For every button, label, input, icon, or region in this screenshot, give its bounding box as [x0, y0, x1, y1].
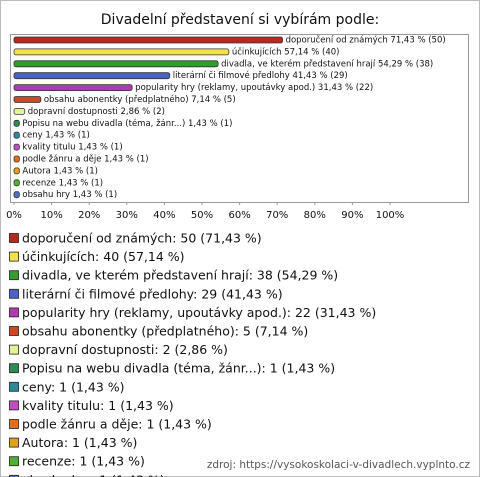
legend-swatch [9, 270, 19, 281]
legend-swatch [9, 326, 19, 336]
bar [13, 96, 42, 103]
legend-label: ceny: 1 (1,43 %) [22, 379, 125, 394]
bar [13, 143, 20, 151]
bar-label: recenze 1,43 % (1) [22, 178, 103, 188]
legend-label: účinkujících: 40 (57,14 %) [22, 249, 185, 264]
legend-label: doporučení od známých: 50 (71,43 %) [22, 231, 262, 246]
bar [13, 119, 20, 127]
bar-label: obsahu hry 1,43 % (1) [22, 190, 117, 200]
chart-title: Divadelní představení si vybírám podle: [101, 12, 379, 28]
x-tick-label: 30% [116, 210, 138, 221]
legend-swatch [9, 456, 19, 467]
x-tick-label: 40% [153, 210, 175, 221]
bar [13, 155, 20, 163]
legend-swatch [9, 344, 19, 355]
bar-label: kvality titulu 1,43 % (1) [22, 143, 122, 153]
bar [13, 48, 230, 56]
bar [13, 60, 219, 68]
legend-label: Popisu na webu divadla (téma, žánr...): … [22, 361, 335, 376]
bar-label: doporučení od známých 71,43 % (50) [286, 35, 446, 46]
legend-swatch [9, 363, 19, 374]
bar-label: obsahu abonentky (předplatného) 7,14 % (… [44, 94, 236, 105]
legend-label: dopravní dostupnosti: 2 (2,86 %) [22, 342, 228, 357]
bar-label: literární či filmové předlohy 41,43 % (2… [173, 70, 348, 81]
x-tick-label: 20% [78, 210, 100, 221]
legend-swatch [9, 400, 19, 411]
bar [13, 131, 20, 139]
x-tick-label: 50% [191, 210, 213, 221]
bar-label: podle žánru a děje 1,43 % (1) [22, 155, 148, 165]
legend-label: Autora: 1 (1,43 %) [22, 435, 137, 450]
bar [13, 36, 283, 44]
legend-label: divadla, ve kterém představení hrají: 38… [22, 268, 338, 283]
x-tick-label: 100% [376, 210, 405, 221]
legend-swatch [9, 288, 19, 299]
legend-label: podle žánru a děje: 1 (1,43 %) [22, 417, 212, 432]
bar [13, 179, 20, 187]
legend-label: obsahu abonentky (předplatného): 5 (7,14… [22, 324, 308, 339]
bar [13, 72, 171, 80]
legend-swatch [9, 437, 19, 448]
legend-swatch [9, 419, 19, 429]
legend-swatch [9, 474, 19, 477]
bar-label: účinkujících 57,14 % (40) [232, 46, 340, 57]
legend-label: kvality titulu: 1 (1,43 %) [22, 398, 174, 413]
bar-label: Autora 1,43 % (1) [22, 166, 98, 176]
bar [13, 84, 133, 91]
legend-swatch [9, 381, 19, 392]
legend-swatch [9, 233, 19, 243]
bar-label: popularity hry (reklamy, upoutávky apod.… [135, 83, 373, 93]
source: zdroj: https://vysokoskolaci-v-divadlech… [207, 459, 471, 471]
legend-label: recenze: 1 (1,43 %) [22, 454, 145, 469]
legend-label: obsahu hry: 1 (1,43 %) [22, 472, 165, 477]
x-tick-label: 10% [40, 210, 62, 221]
bar-label: dopravní dostupnosti 2,86 % (2) [28, 107, 165, 117]
x-tick-label: 90% [341, 210, 363, 221]
x-tick-label: 80% [304, 210, 326, 221]
x-tick-label: 60% [228, 210, 250, 221]
bar-label: divadla, ve kterém představení hrají 54,… [221, 58, 433, 69]
bar-label: ceny 1,43 % (1) [22, 131, 89, 141]
legend-swatch [9, 307, 19, 318]
bar [13, 108, 26, 115]
x-tick-label: 70% [266, 210, 288, 221]
bar [13, 191, 20, 199]
x-tick-label: 0% [6, 210, 22, 221]
bar [13, 167, 20, 175]
bar-label: Popisu na webu divadla (téma, žánr...) 1… [22, 118, 232, 129]
legend-label: popularity hry (reklamy, upoutávky apod.… [22, 305, 376, 320]
legend-label: literární či filmové předlohy: 29 (41,43… [22, 286, 283, 301]
legend-swatch [9, 251, 19, 262]
